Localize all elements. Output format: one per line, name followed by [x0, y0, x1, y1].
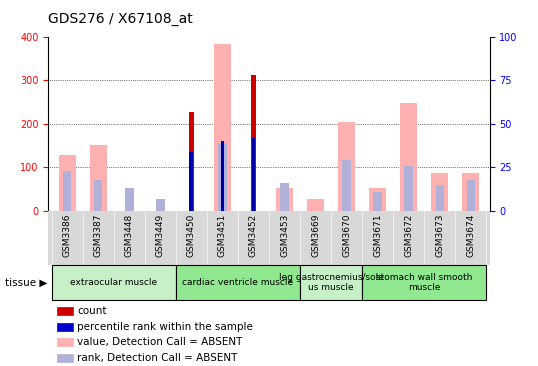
Bar [252, 138, 256, 211]
Bar [214, 44, 231, 211]
Bar [94, 179, 102, 211]
Bar [57, 354, 73, 362]
Bar [251, 75, 256, 211]
Bar [59, 155, 76, 211]
Text: GSM3386: GSM3386 [62, 214, 72, 257]
Bar [307, 199, 324, 211]
Bar [300, 265, 362, 300]
Bar [63, 171, 72, 211]
Text: leg gastrocnemius/sole
us muscle: leg gastrocnemius/sole us muscle [279, 273, 384, 292]
Bar [373, 192, 382, 211]
Bar [90, 145, 107, 211]
Text: GSM3669: GSM3669 [311, 214, 320, 257]
Text: GDS276 / X67108_at: GDS276 / X67108_at [48, 12, 193, 26]
Text: GSM3670: GSM3670 [342, 214, 351, 257]
Bar [338, 122, 355, 211]
Text: percentile rank within the sample: percentile rank within the sample [77, 322, 253, 332]
Text: GSM3450: GSM3450 [187, 214, 196, 257]
Bar [462, 172, 479, 211]
Bar [57, 323, 73, 331]
Text: GSM3674: GSM3674 [466, 214, 476, 257]
Bar [125, 188, 133, 211]
Text: count: count [77, 306, 107, 316]
Bar [189, 152, 193, 211]
Bar [176, 265, 300, 300]
Bar [218, 143, 226, 211]
Text: rank, Detection Call = ABSENT: rank, Detection Call = ABSENT [77, 353, 237, 363]
Text: value, Detection Call = ABSENT: value, Detection Call = ABSENT [77, 337, 243, 347]
Bar [466, 179, 475, 211]
Text: GSM3387: GSM3387 [94, 214, 103, 257]
Text: tissue ▶: tissue ▶ [5, 277, 48, 287]
Bar [280, 183, 289, 211]
Bar [362, 265, 486, 300]
Bar [342, 160, 351, 211]
Bar [431, 172, 448, 211]
Text: GSM3448: GSM3448 [125, 214, 134, 257]
Bar [57, 307, 73, 315]
Text: GSM3451: GSM3451 [218, 214, 227, 257]
Text: GSM3453: GSM3453 [280, 214, 289, 257]
Bar [400, 103, 417, 211]
Bar [221, 141, 224, 211]
Bar [436, 185, 444, 211]
Text: GSM3452: GSM3452 [249, 214, 258, 257]
Text: GSM3673: GSM3673 [435, 214, 444, 257]
Text: GSM3671: GSM3671 [373, 214, 382, 257]
Bar [156, 199, 165, 211]
Bar [188, 112, 194, 211]
Text: cardiac ventricle muscle: cardiac ventricle muscle [182, 278, 294, 287]
Bar [405, 165, 413, 211]
Bar [57, 339, 73, 347]
Text: GSM3672: GSM3672 [404, 214, 413, 257]
Bar [52, 265, 176, 300]
Text: extraocular muscle: extraocular muscle [70, 278, 157, 287]
Bar [369, 188, 386, 211]
Text: stomach wall smooth
muscle: stomach wall smooth muscle [376, 273, 472, 292]
Bar [276, 188, 293, 211]
Text: GSM3449: GSM3449 [156, 214, 165, 257]
